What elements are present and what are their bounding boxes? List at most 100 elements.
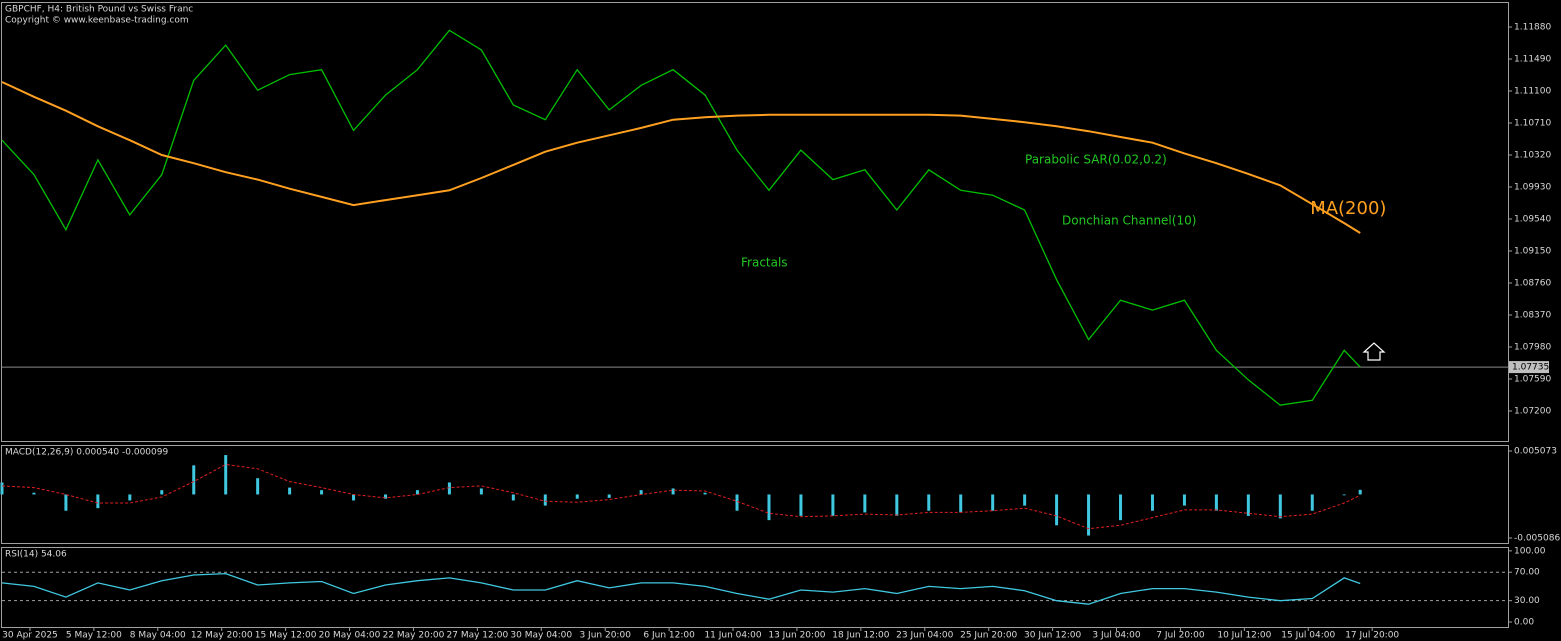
y-tick-label: 70.00 <box>1514 568 1540 578</box>
histogram-bar <box>352 494 356 501</box>
histogram-bar <box>1214 494 1218 511</box>
histogram-bar <box>224 455 228 495</box>
histogram-bar <box>767 494 771 521</box>
histogram-bar <box>1310 494 1314 511</box>
y-tick-label: 1.09150 <box>1514 247 1551 257</box>
histogram-bar <box>479 488 483 495</box>
y-tick-label: 1.07980 <box>1514 342 1551 352</box>
x-tick-label: 27 May 12:00 <box>447 631 509 641</box>
x-tick-label: 20 May 04:00 <box>319 631 381 641</box>
histogram-bar <box>703 492 707 495</box>
histogram-bar <box>1246 494 1250 516</box>
series-line <box>1 463 1361 530</box>
y-tick-label: 1.11490 <box>1514 55 1551 65</box>
histogram-bar <box>192 465 196 495</box>
x-tick-label: 3 Jul 04:00 <box>1092 631 1141 641</box>
histogram-bar <box>1150 494 1154 511</box>
histogram-bar <box>1342 494 1346 496</box>
annotation: Fractals <box>741 256 788 270</box>
price-pane <box>1 2 1509 442</box>
histogram-bar <box>288 487 292 495</box>
arrow-icon <box>1362 342 1386 361</box>
y-tick-label: 0.005073 <box>1514 447 1557 457</box>
x-tick-label: 15 May 12:00 <box>255 631 317 641</box>
histogram-bar <box>575 494 579 499</box>
histogram-bar <box>671 488 675 495</box>
series-label: MA(200) <box>1310 198 1386 219</box>
histogram-bar <box>543 494 547 506</box>
histogram-bar <box>639 490 643 495</box>
y-tick-label: 1.11880 <box>1514 23 1551 33</box>
histogram-bar <box>895 494 899 516</box>
last-price-label: 1.07735 <box>1512 363 1549 373</box>
histogram-bar <box>1119 494 1123 521</box>
pane-title: GBPCHF, H4: British Pound vs Swiss Franc <box>5 5 193 15</box>
x-tick-label: 25 Jun 20:00 <box>960 631 1017 641</box>
histogram-bar <box>1023 494 1027 506</box>
x-tick-label: 11 Jun 04:00 <box>704 631 761 641</box>
histogram-bar <box>735 494 739 511</box>
y-tick-label: 1.10710 <box>1514 119 1551 129</box>
x-tick-label: 13 Jun 20:00 <box>768 631 825 641</box>
x-tick-label: 12 May 20:00 <box>191 631 253 641</box>
x-tick-label: 10 Jul 12:00 <box>1217 631 1271 641</box>
histogram-bar <box>0 482 4 495</box>
x-tick-label: 30 May 04:00 <box>510 631 572 641</box>
histogram-bar <box>991 494 995 511</box>
histogram-bar <box>256 478 260 495</box>
x-tick-label: 30 Apr 2025 <box>2 631 58 641</box>
histogram-bar <box>511 494 515 501</box>
histogram-bar <box>799 494 803 516</box>
histogram-bar <box>863 494 867 513</box>
y-tick-label: 1.08370 <box>1514 310 1551 320</box>
histogram-bar <box>383 494 387 499</box>
histogram-bar <box>320 490 324 495</box>
series-line <box>1 81 1361 234</box>
histogram-bar <box>415 490 419 495</box>
y-tick-label: 30.00 <box>1514 596 1540 606</box>
series-line <box>1 572 1361 605</box>
x-tick-label: 6 Jun 12:00 <box>643 631 695 641</box>
histogram-bar <box>32 492 36 495</box>
histogram-bar <box>831 494 835 516</box>
x-tick-label: 17 Jul 20:00 <box>1345 631 1399 641</box>
x-tick-label: 8 May 04:00 <box>130 631 186 641</box>
histogram-bar <box>128 494 132 501</box>
y-tick-label: 1.09930 <box>1514 183 1551 193</box>
x-tick-label: 22 May 20:00 <box>383 631 445 641</box>
histogram-bar <box>1087 494 1091 536</box>
histogram-bar <box>64 494 68 511</box>
series-line <box>1 29 1361 406</box>
x-tick-label: 5 May 12:00 <box>66 631 122 641</box>
y-tick-label: -0.005086 <box>1514 534 1560 544</box>
histogram-bar <box>1182 494 1186 506</box>
x-tick-label: 18 Jun 12:00 <box>832 631 889 641</box>
annotation: Parabolic SAR(0.02,0.2) <box>1025 153 1167 167</box>
histogram-bar <box>927 494 931 511</box>
macd-pane <box>1 445 1509 544</box>
y-tick-label: 100.00 <box>1514 546 1546 556</box>
histogram-bar <box>607 494 611 498</box>
last-price-box <box>1509 361 1549 374</box>
x-tick-label: 23 Jun 04:00 <box>896 631 953 641</box>
histogram-bar <box>1278 494 1282 519</box>
histogram-bar <box>447 482 451 495</box>
pane-title: RSI(14) 54.06 <box>5 550 67 560</box>
y-tick-label: 1.10320 <box>1514 151 1551 161</box>
x-tick-label: 3 Jun 20:00 <box>579 631 631 641</box>
pane-subtitle: Copyright © www.keenbase-trading.com <box>5 16 189 26</box>
y-tick-label: 1.11100 <box>1514 87 1551 97</box>
y-tick-label: 0.00 <box>1514 618 1534 628</box>
x-tick-label: 15 Jul 04:00 <box>1281 631 1335 641</box>
pane-title: MACD(12,26,9) 0.000540 -0.000099 <box>5 448 168 458</box>
y-tick-label: 1.09540 <box>1514 215 1551 225</box>
y-tick-label: 1.08760 <box>1514 278 1551 288</box>
histogram-bar <box>1358 489 1362 495</box>
histogram-bar <box>959 494 963 513</box>
x-tick-label: 30 Jun 12:00 <box>1024 631 1081 641</box>
histogram-bar <box>160 490 164 495</box>
annotation: Donchian Channel(10) <box>1062 214 1196 228</box>
